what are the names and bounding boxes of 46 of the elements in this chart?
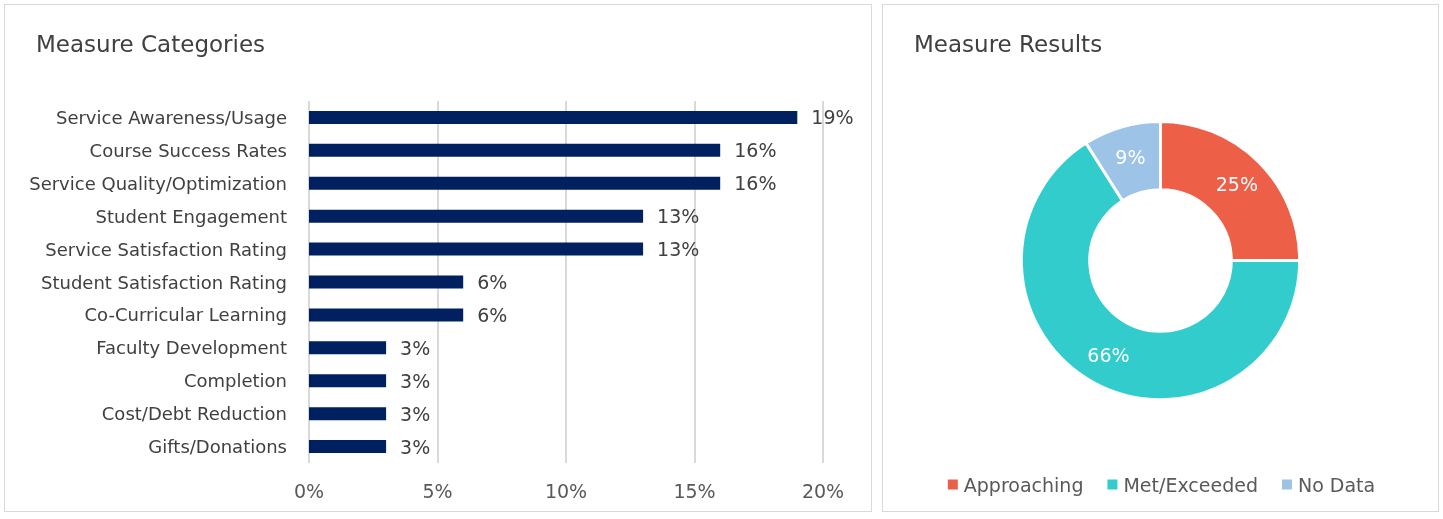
y-tick-label: Course Success Rates <box>89 139 287 161</box>
bar <box>309 407 387 421</box>
y-tick-label: Service Awareness/Usage <box>55 106 287 128</box>
data-label: 16% <box>734 139 777 162</box>
bar <box>309 374 387 388</box>
data-label: 19% <box>811 106 854 129</box>
data-label: 13% <box>657 205 700 228</box>
bar <box>309 440 387 454</box>
y-tick-label: Student Engagement <box>95 205 287 227</box>
y-tick-label: Student Satisfaction Rating <box>41 271 287 293</box>
data-label: 3% <box>400 435 431 458</box>
x-tick-label: 20% <box>801 479 845 502</box>
data-label: 66% <box>1087 344 1130 367</box>
bar <box>309 308 464 322</box>
y-tick-label: Co-Curricular Learning <box>84 304 287 326</box>
data-label: 6% <box>477 303 508 326</box>
bar <box>309 242 644 256</box>
data-label: 16% <box>734 172 777 195</box>
chart-title: Measure Results <box>914 30 1103 57</box>
data-label: 13% <box>657 238 700 261</box>
y-tick-label: Faculty Development <box>96 337 287 359</box>
y-tick-label: Completion <box>183 370 287 392</box>
y-tick-label: Cost/Debt Reduction <box>101 403 287 425</box>
x-tick-label: 15% <box>673 479 716 502</box>
y-tick-label: Service Satisfaction Rating <box>45 238 287 260</box>
x-tick-label: 0% <box>293 479 325 502</box>
chart-title: Measure Categories <box>36 30 266 57</box>
data-label: 3% <box>400 402 431 425</box>
data-label: 3% <box>400 369 431 392</box>
data-label: 9% <box>1115 145 1146 168</box>
data-label: 25% <box>1215 173 1258 196</box>
data-label: 6% <box>477 271 508 293</box>
bar <box>309 110 798 124</box>
bar <box>309 341 387 355</box>
bar <box>309 143 721 157</box>
bar <box>309 275 464 289</box>
y-tick-label: Gifts/Donations <box>148 436 287 458</box>
x-tick-label: 10% <box>544 479 588 502</box>
y-tick-label: Service Quality/Optimization <box>29 172 287 194</box>
legend-label: Met/Exceeded <box>1123 473 1258 496</box>
x-tick-label: 5% <box>422 479 453 502</box>
legend-label: No Data <box>1297 473 1376 496</box>
legend-label: Approaching <box>963 473 1084 496</box>
bar <box>309 176 721 190</box>
bar <box>309 209 644 223</box>
data-label: 3% <box>400 336 431 359</box>
